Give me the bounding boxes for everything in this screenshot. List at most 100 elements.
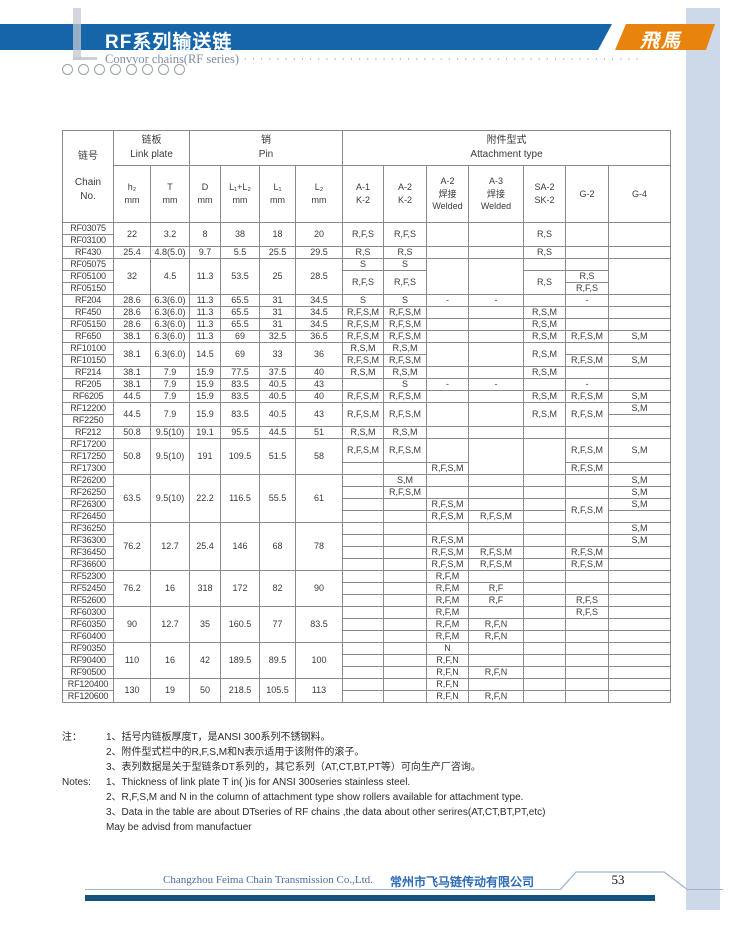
circle-icon xyxy=(142,64,153,75)
column-header: L₁+L₂ mm xyxy=(220,165,260,223)
page-subtitle: Convyor chains(RF series) xyxy=(105,52,240,66)
chain-no-cell: RF650 xyxy=(62,330,114,343)
data-cell: 109.5 xyxy=(220,438,260,475)
data-cell: 44.5 xyxy=(113,402,151,427)
data-cell: 42 xyxy=(189,642,221,679)
data-cell xyxy=(468,534,525,547)
data-cell: R,F,S xyxy=(383,222,428,247)
data-cell xyxy=(426,222,470,247)
column-group-header: 链号 Chain No. xyxy=(62,130,114,223)
data-cell xyxy=(342,378,385,391)
data-cell: 15.9 xyxy=(189,378,221,391)
data-cell: S xyxy=(383,258,428,271)
data-cell: S,M xyxy=(608,354,672,367)
data-cell: S,M xyxy=(608,330,672,343)
data-cell: 7.9 xyxy=(150,402,190,427)
data-cell xyxy=(468,246,525,259)
data-cell: 15.9 xyxy=(189,402,221,427)
data-cell xyxy=(342,570,385,583)
data-cell: - xyxy=(426,294,470,307)
footer-rule-thin xyxy=(85,889,723,890)
data-cell: R,F,N xyxy=(468,630,525,643)
data-cell xyxy=(426,342,470,367)
data-cell xyxy=(523,666,567,679)
chain-no-cell: RF90350 xyxy=(62,642,114,655)
data-cell: 110 xyxy=(113,642,151,679)
table-row: RF03075 22 3.2 8 38 18 20 R,F,S R,F,S R,S xyxy=(62,222,672,247)
data-cell: 6.3(6.0) xyxy=(150,342,190,367)
data-cell: R,S xyxy=(383,246,428,259)
data-cell: 105.5 xyxy=(259,678,296,703)
data-cell: R,F,S,M xyxy=(565,558,610,571)
data-cell xyxy=(342,594,385,607)
data-cell xyxy=(468,330,525,343)
note-zh-1: 1、括号内链板厚度T，是ANSI 300系列不锈钢料。 xyxy=(106,732,331,743)
data-cell xyxy=(608,570,672,583)
note-line: 2、附件型式栏中的R,F,S,M和N表示适用于该附件的滚子。 xyxy=(62,745,545,760)
table-row: RF52600 R,F,M R,F R,F,S xyxy=(62,594,672,607)
data-cell xyxy=(565,642,610,655)
data-cell: R,F,S,M xyxy=(383,354,428,367)
data-cell xyxy=(608,246,672,259)
data-cell: R,F,S xyxy=(342,222,385,247)
data-cell: R,F,S,M xyxy=(383,438,428,463)
data-cell: 76.2 xyxy=(113,522,151,571)
data-cell: R,F,N xyxy=(468,666,525,679)
data-cell: R,S,M xyxy=(523,318,567,331)
data-cell: 11.3 xyxy=(189,306,221,319)
data-cell: - xyxy=(426,378,470,391)
table-row: RF36450 R,F,S,M R,F,S,M R,F,S,M xyxy=(62,546,672,559)
data-cell: 22 xyxy=(113,222,151,247)
data-cell: S xyxy=(383,378,428,391)
column-header: G-2 xyxy=(565,165,610,223)
data-cell: 16 xyxy=(150,642,190,679)
table-row: RF05075 32 4.5 11.3 53.5 25 28.5 S S xyxy=(62,258,672,295)
circle-icon xyxy=(174,64,185,75)
data-cell: 44.5 xyxy=(259,426,296,439)
data-cell xyxy=(342,498,385,511)
data-cell: 18 xyxy=(259,222,296,247)
chain-no-cell: RF05150 xyxy=(62,282,114,295)
data-cell: 4.8(5.0) xyxy=(150,246,190,259)
data-cell: R,S,M xyxy=(383,342,428,355)
page-tab-outline xyxy=(560,871,689,891)
data-cell xyxy=(608,618,672,631)
chain-no-cell: RF214 xyxy=(62,366,114,379)
data-cell: R,S xyxy=(565,270,610,283)
data-cell: 31 xyxy=(259,306,296,319)
data-cell xyxy=(565,618,610,631)
data-cell xyxy=(608,594,672,607)
data-cell: 191 xyxy=(189,438,221,475)
chain-no-cell: RF60350 xyxy=(62,618,114,631)
data-cell: R,F,S,M xyxy=(565,354,610,367)
chain-no-cell: RF120600 xyxy=(62,690,114,703)
page-title: RF系列输送链 xyxy=(105,32,233,53)
data-cell: 95.5 xyxy=(220,426,260,439)
data-cell xyxy=(523,426,567,439)
chain-no-cell: RF03075 xyxy=(62,222,114,235)
data-cell: 28.6 xyxy=(113,318,151,331)
subtitle-row: Convyor chains(RF series) ··············… xyxy=(105,50,645,68)
data-cell xyxy=(565,318,610,331)
data-cell xyxy=(468,318,525,331)
data-cell: R,F,S,M xyxy=(426,558,470,571)
data-cell: 146 xyxy=(220,522,260,571)
data-cell: 25.4 xyxy=(113,246,151,259)
data-cell: 6.3(6.0) xyxy=(150,318,190,331)
data-cell: 63.5 xyxy=(113,474,151,523)
data-cell xyxy=(383,510,428,523)
data-cell xyxy=(523,474,567,487)
chain-no-cell: RF204 xyxy=(62,294,114,307)
table-row: RF90400 R,F,N xyxy=(62,654,672,667)
data-cell: R,F,S,M xyxy=(383,486,428,499)
data-cell xyxy=(342,630,385,643)
data-cell: R,F,N xyxy=(426,654,470,667)
data-cell: R,F,S,M xyxy=(383,330,428,343)
data-cell: - xyxy=(565,378,610,391)
column-header: SA-2 SK-2 xyxy=(523,165,567,223)
page-number-tab: 53 xyxy=(560,869,692,891)
data-cell xyxy=(383,690,428,703)
table-row: RF17200 50.8 9.5(10) 191 109.5 51.5 58 R,F,S,M R… xyxy=(62,438,672,475)
data-cell xyxy=(383,594,428,607)
